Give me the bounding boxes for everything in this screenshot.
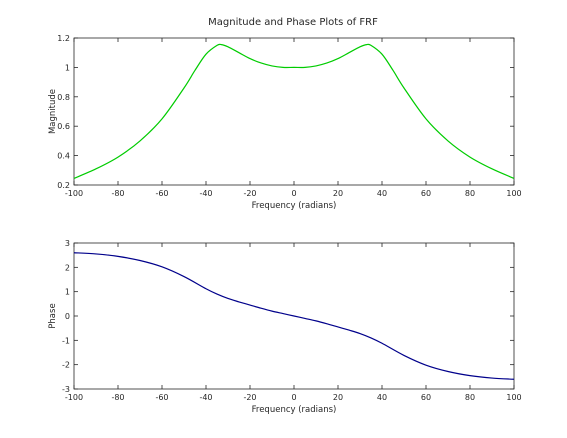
phase-y-tick-label: 0 [65,312,70,321]
magnitude-x-tick-label: 0 [291,189,296,198]
phase-y-tick-label: 2 [65,263,70,272]
phase-y-tick-label: -3 [62,385,70,394]
magnitude-y-axis-label: Magnitude [48,89,58,134]
magnitude-y-tick-label: 1 [65,63,70,72]
phase-y-axis-label: Phase [48,303,58,328]
magnitude-x-tick-label: -40 [199,189,212,198]
phase-x-tick-label: 100 [506,393,521,402]
magnitude-x-tick-label: 80 [465,189,475,198]
phase-x-tick-label: -80 [111,393,124,402]
magnitude-x-tick-label: -100 [65,189,83,198]
phase-x-tick-label: -20 [243,393,256,402]
phase-y-tick-label: -2 [62,361,70,370]
magnitude-y-tick-label: 1.2 [57,34,70,43]
phase-y-tick-label: -1 [62,336,70,345]
phase-x-tick-label: 60 [421,393,431,402]
magnitude-y-tick-label: 0.2 [57,181,70,190]
magnitude-x-tick-label: -60 [155,189,168,198]
magnitude-x-axis-label: Frequency (radians) [252,201,337,211]
magnitude-x-tick-label: 60 [421,189,431,198]
magnitude-x-tick-label: 100 [506,189,521,198]
phase-plot: -100 -80 -60 -40 -20 0 20 40 60 80 100 -3 -2 -1 0 1 2 3 Fr… [48,239,522,415]
phase-x-tick-label: 20 [333,393,343,402]
magnitude-y-tick-label: 0.6 [57,122,70,131]
magnitude-x-tick-label: -20 [243,189,256,198]
magnitude-series-line [73,43,515,179]
phase-y-tick-label: 3 [65,239,70,248]
magnitude-y-tick-label: 0.8 [57,93,70,102]
phase-x-tick-label: 40 [377,393,387,402]
figure-title: Magnitude and Phase Plots of FRF [208,17,378,28]
phase-x-tick-label: 80 [465,393,475,402]
magnitude-plot: -100 -80 -60 -40 -20 0 20 40 60 80 100 0.2 0.4 0.6 0.8… [48,34,522,211]
magnitude-x-tick-label: -80 [111,189,124,198]
phase-x-tick-label: -40 [199,393,212,402]
magnitude-x-tick-label: 40 [377,189,387,198]
phase-x-tick-label: 0 [291,393,296,402]
phase-x-tick-label: -60 [155,393,168,402]
magnitude-y-tick-label: 0.4 [57,152,70,161]
phase-y-tick-label: 1 [65,288,70,297]
phase-x-axis-label: Frequency (radians) [252,405,337,415]
phase-series-line [73,252,515,380]
magnitude-x-tick-label: 20 [333,189,343,198]
phase-x-tick-label: -100 [65,393,83,402]
